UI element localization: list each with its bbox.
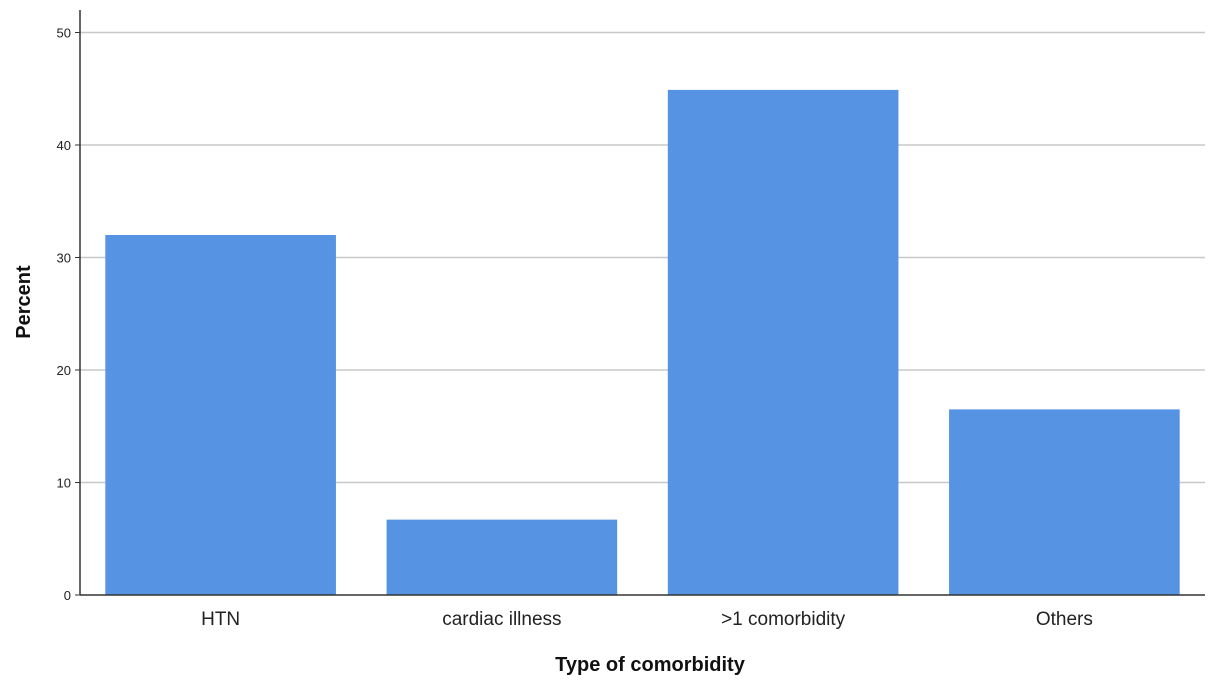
x-axis-title: Type of comorbidity: [555, 654, 746, 676]
y-tick-labels: 0 10 20 30 40 50: [57, 26, 71, 604]
bars: [105, 89, 1180, 595]
x-tick-label: cardiac illness: [442, 609, 561, 630]
x-tick-label: Others: [1036, 609, 1093, 630]
x-tick-labels: HTN cardiac illness >1 comorbidity Others: [201, 609, 1093, 630]
y-tick-label: 20: [57, 363, 71, 378]
y-tick-label: 40: [57, 138, 71, 153]
y-axis-title: Percent: [13, 265, 35, 339]
y-tick-label: 50: [57, 26, 71, 41]
y-tick-label: 30: [57, 251, 71, 266]
y-tick-label: 0: [64, 588, 71, 603]
axes: [75, 10, 1205, 596]
bar-1-comorbidity: [667, 89, 899, 595]
y-tick-label: 10: [57, 476, 71, 491]
x-tick-label: HTN: [201, 609, 240, 630]
x-tick-label: >1 comorbidity: [721, 609, 846, 630]
bar-htn: [105, 235, 336, 595]
bar-others: [949, 409, 1180, 595]
bar-cardiac-illness: [386, 519, 618, 595]
